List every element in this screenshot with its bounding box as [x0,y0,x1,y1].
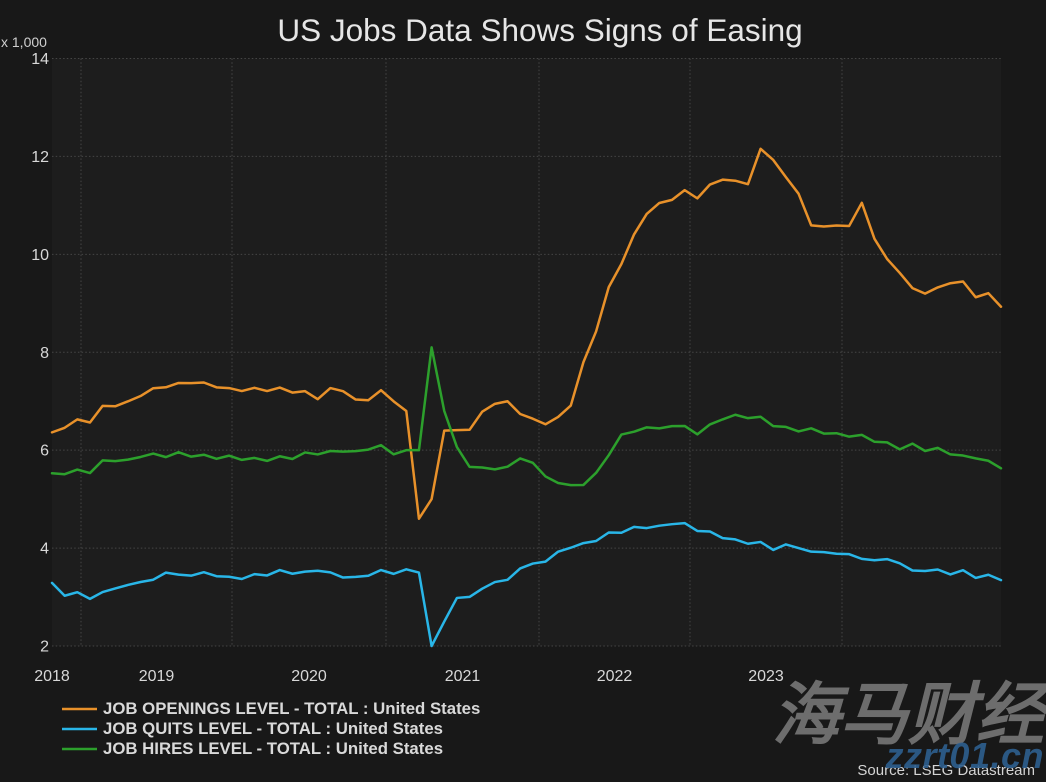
svg-text:US Jobs Data Shows Signs of Ea: US Jobs Data Shows Signs of Easing [277,12,802,48]
svg-text:4: 4 [40,541,49,558]
svg-text:2019: 2019 [139,668,175,685]
svg-text:JOB OPENINGS LEVEL - TOTAL : U: JOB OPENINGS LEVEL - TOTAL : United Stat… [103,699,480,718]
svg-text:2: 2 [40,639,49,656]
svg-text:2022: 2022 [597,668,633,685]
svg-text:2021: 2021 [445,668,481,685]
svg-text:2020: 2020 [291,668,327,685]
svg-text:2018: 2018 [34,668,70,685]
svg-text:12: 12 [31,149,49,166]
svg-text:JOB QUITS LEVEL - TOTAL : Unit: JOB QUITS LEVEL - TOTAL : United States [103,719,443,738]
svg-text:JOB HIRES LEVEL - TOTAL : Unit: JOB HIRES LEVEL - TOTAL : United States [103,739,443,758]
svg-text:14: 14 [31,51,49,68]
svg-text:zzrt01.cn: zzrt01.cn [884,735,1044,776]
svg-text:6: 6 [40,443,49,460]
svg-text:x 1,000: x 1,000 [1,34,47,50]
svg-text:8: 8 [40,345,49,362]
svg-text:10: 10 [31,247,49,264]
